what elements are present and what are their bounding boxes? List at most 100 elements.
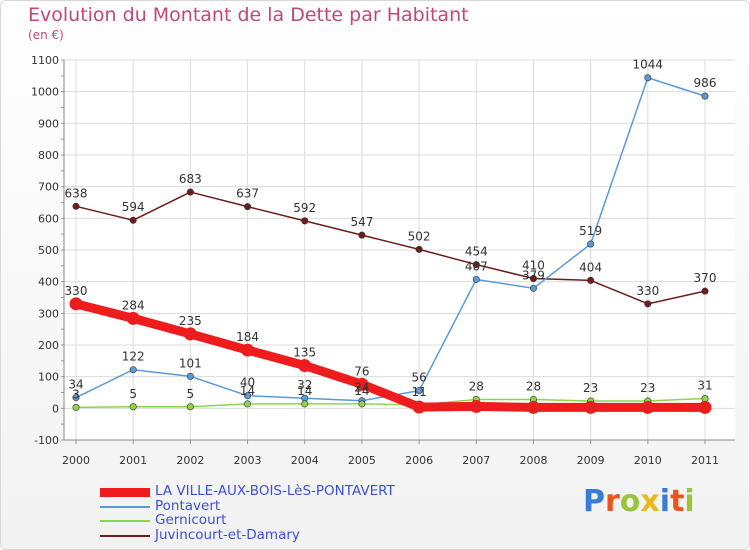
y-tick-label: -100 bbox=[34, 434, 59, 447]
data-label: 637 bbox=[236, 187, 259, 201]
data-point bbox=[244, 400, 252, 408]
logo-letter: o bbox=[619, 484, 641, 519]
data-point bbox=[72, 394, 80, 402]
x-tick-label: 2009 bbox=[577, 454, 605, 467]
data-label: 135 bbox=[293, 346, 316, 360]
data-point bbox=[415, 245, 423, 253]
data-point bbox=[301, 217, 309, 225]
data-point bbox=[358, 400, 366, 408]
data-point bbox=[298, 359, 312, 373]
data-label: 454 bbox=[465, 245, 488, 259]
data-label: 28 bbox=[526, 379, 541, 393]
data-label: 683 bbox=[179, 172, 202, 186]
data-label: 502 bbox=[408, 229, 431, 243]
data-label: 3 bbox=[72, 387, 80, 401]
data-point bbox=[72, 403, 80, 411]
data-label: 370 bbox=[694, 271, 717, 285]
data-label: 330 bbox=[65, 284, 88, 298]
logo-letter: r bbox=[605, 484, 620, 519]
x-tick-label: 2010 bbox=[634, 454, 662, 467]
x-tick-label: 2011 bbox=[691, 454, 719, 467]
data-point bbox=[183, 327, 197, 341]
data-label: 379 bbox=[522, 268, 545, 282]
data-label: 407 bbox=[465, 259, 488, 273]
data-label: 330 bbox=[636, 284, 659, 298]
data-label: 31 bbox=[697, 379, 712, 393]
data-point bbox=[701, 395, 709, 403]
x-tick-label: 2006 bbox=[405, 454, 433, 467]
y-tick-label: 600 bbox=[38, 212, 59, 225]
data-point bbox=[244, 392, 252, 400]
y-tick-label: 100 bbox=[38, 371, 59, 384]
chart-subtitle: (en €) bbox=[28, 28, 64, 42]
data-point bbox=[129, 403, 137, 411]
data-point bbox=[529, 284, 537, 292]
data-point bbox=[644, 300, 652, 308]
data-label: 14 bbox=[297, 384, 312, 398]
x-tick-label: 2003 bbox=[234, 454, 262, 467]
data-label: 592 bbox=[293, 201, 316, 215]
x-tick-label: 2004 bbox=[291, 454, 319, 467]
data-point bbox=[701, 92, 709, 100]
x-tick-label: 2001 bbox=[119, 454, 147, 467]
data-label: 28 bbox=[469, 379, 484, 393]
data-point bbox=[415, 387, 423, 395]
y-tick-label: 200 bbox=[38, 339, 59, 352]
logo-letter: i bbox=[684, 484, 695, 519]
data-point bbox=[701, 287, 709, 295]
proxiti-logo: Proxiti bbox=[583, 484, 695, 519]
data-label: 40 bbox=[240, 376, 255, 390]
data-point bbox=[698, 400, 712, 414]
series-line-0 bbox=[71, 299, 710, 412]
x-tick-label: 2005 bbox=[348, 454, 376, 467]
data-label: 1044 bbox=[633, 58, 664, 72]
series-line-2 bbox=[75, 397, 706, 409]
y-tick-label: 400 bbox=[38, 276, 59, 289]
data-label: 122 bbox=[122, 350, 145, 364]
x-tick-label: 2000 bbox=[62, 454, 90, 467]
legend-swatch bbox=[100, 487, 150, 497]
legend-label: Juvincourt-et-Damary bbox=[155, 526, 300, 543]
legend-label: Gernicourt bbox=[155, 512, 227, 528]
data-point bbox=[72, 202, 80, 210]
data-point bbox=[644, 74, 652, 82]
logo-letter: P bbox=[583, 484, 605, 519]
data-point bbox=[358, 231, 366, 239]
data-point bbox=[526, 400, 540, 414]
series-line-3 bbox=[75, 191, 706, 305]
logo-letter: x bbox=[640, 484, 660, 519]
data-label: 284 bbox=[122, 298, 145, 312]
data-label: 184 bbox=[236, 330, 259, 344]
y-tick-label: 300 bbox=[38, 307, 59, 320]
data-point bbox=[472, 261, 480, 269]
data-label: 76 bbox=[354, 364, 369, 378]
data-point bbox=[129, 216, 137, 224]
y-tick-label: 900 bbox=[38, 117, 59, 130]
y-tick-label: 0 bbox=[52, 402, 59, 415]
data-point bbox=[472, 275, 480, 283]
data-label: 594 bbox=[122, 200, 145, 214]
data-label: 5 bbox=[187, 387, 195, 401]
data-label: 34 bbox=[68, 378, 83, 392]
data-label: 11 bbox=[411, 385, 426, 399]
data-point bbox=[69, 297, 83, 311]
data-label: 56 bbox=[411, 371, 426, 385]
data-point bbox=[587, 240, 595, 248]
data-label: 638 bbox=[65, 186, 88, 200]
data-label: 14 bbox=[354, 384, 369, 398]
legend-label: LA VILLE-AUX-BOIS-LèS-PONTAVERT bbox=[155, 483, 395, 499]
data-point bbox=[186, 403, 194, 411]
y-tick-label: 1000 bbox=[31, 86, 59, 99]
x-tick-label: 2008 bbox=[519, 454, 547, 467]
legend-swatch bbox=[100, 534, 150, 537]
data-point bbox=[126, 311, 140, 325]
data-label: 101 bbox=[179, 356, 202, 370]
data-label: 547 bbox=[350, 215, 373, 229]
x-tick-label: 2007 bbox=[462, 454, 490, 467]
data-point bbox=[355, 377, 369, 391]
x-tick-label: 2002 bbox=[176, 454, 204, 467]
data-point bbox=[186, 372, 194, 380]
y-tick-label: 500 bbox=[38, 244, 59, 257]
data-point bbox=[584, 400, 598, 414]
data-label: 14 bbox=[240, 384, 255, 398]
